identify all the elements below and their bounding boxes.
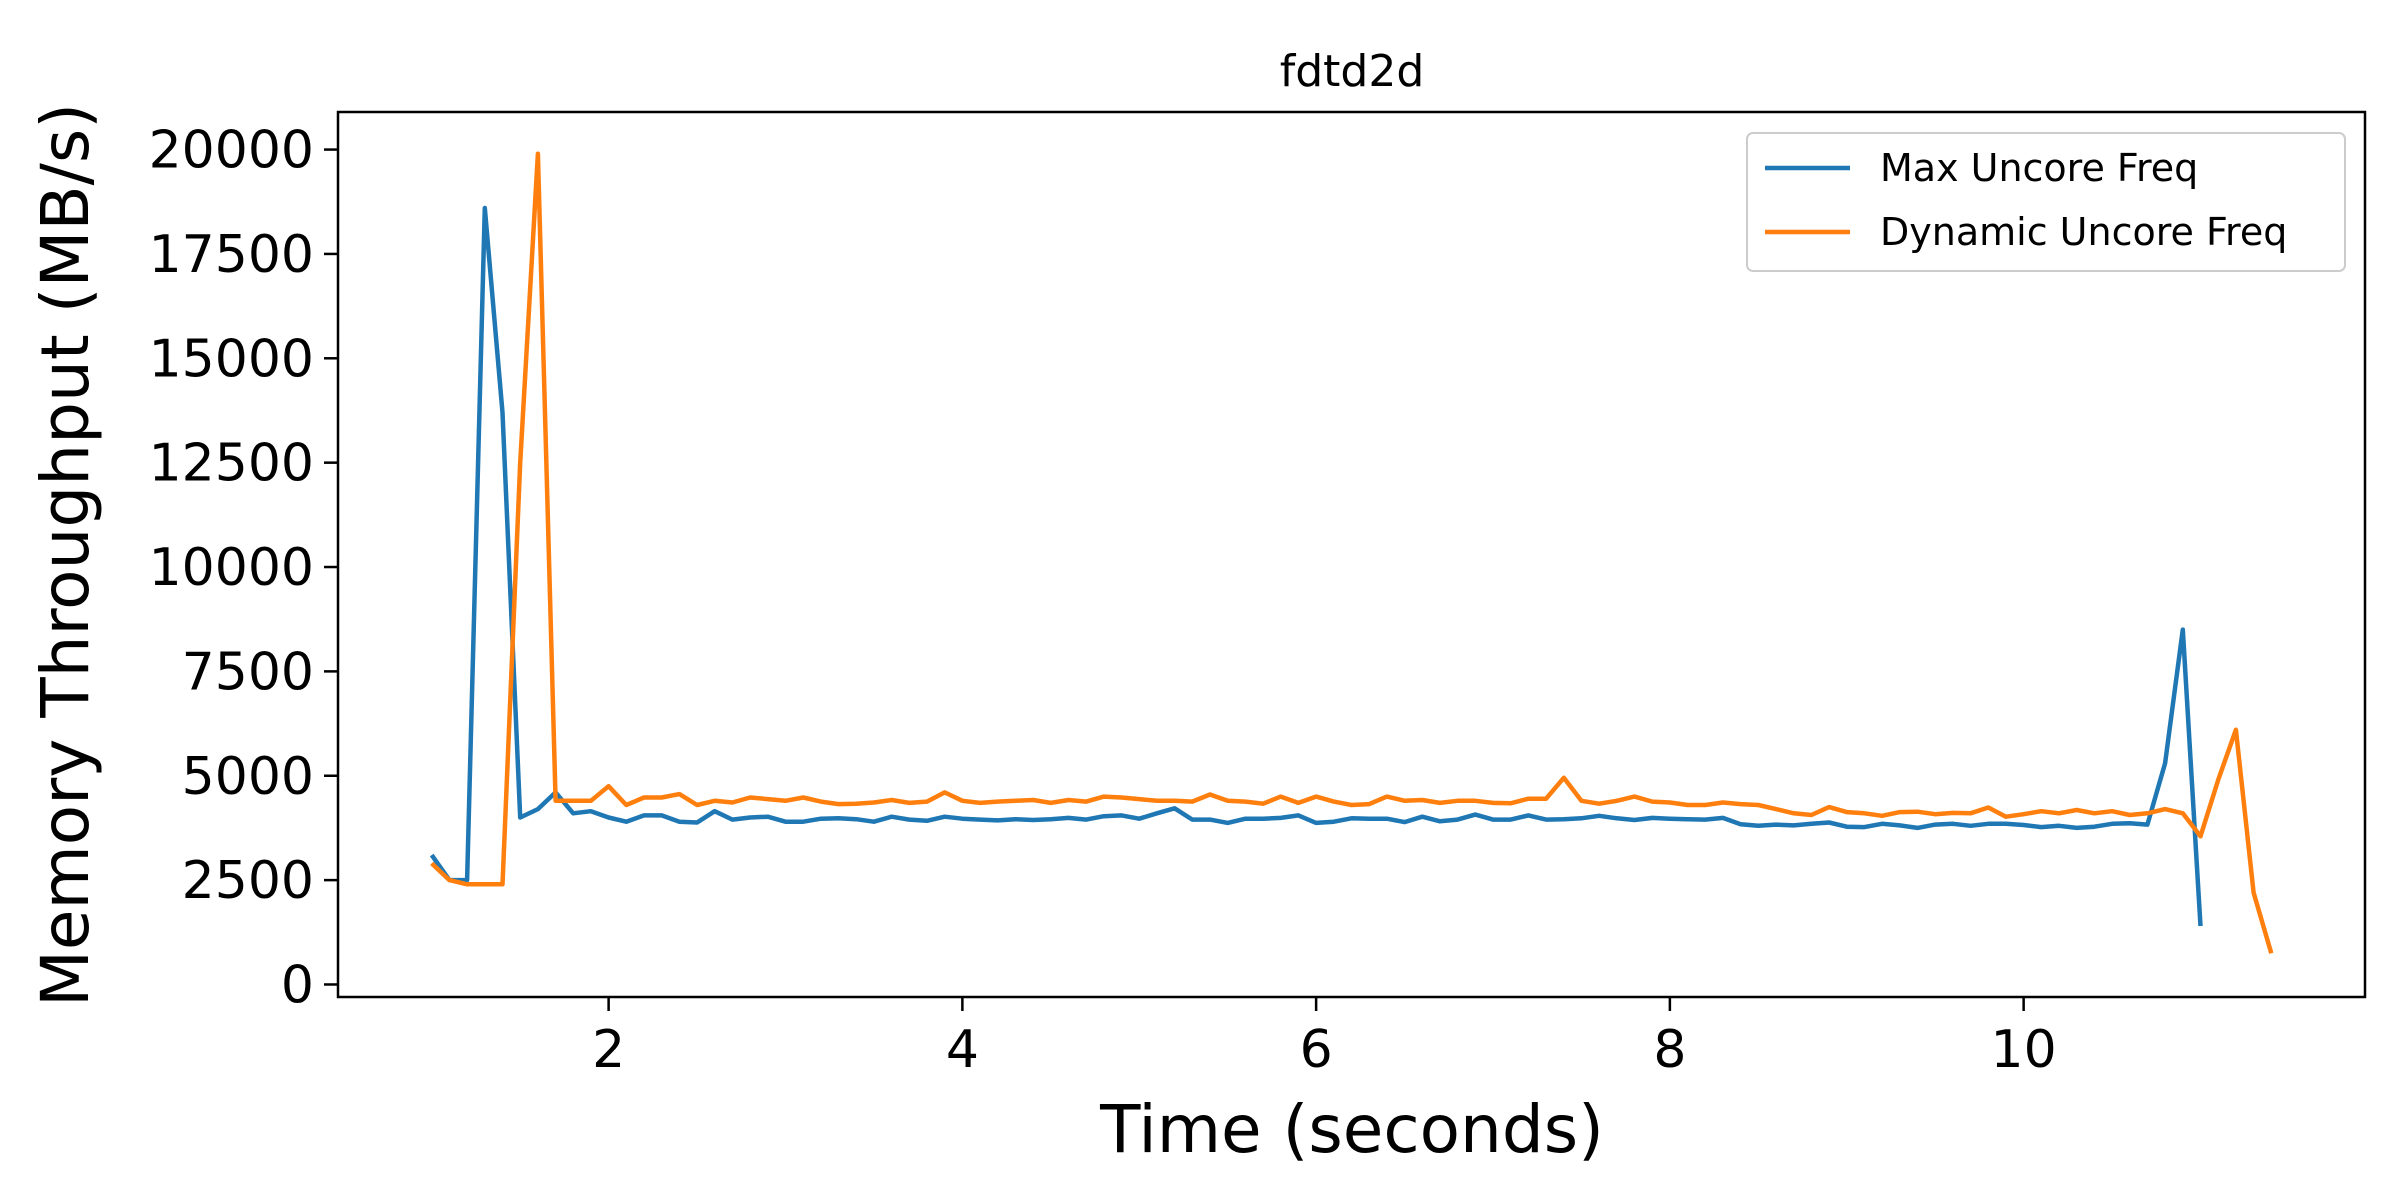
legend-label-dynamic-uncore: Dynamic Uncore Freq: [1880, 210, 2287, 254]
y-axis-label: Memory Throughput (MB/s): [27, 103, 104, 1007]
x-tick-label: 10: [1991, 1020, 2057, 1080]
y-tick-label: 5000: [182, 747, 314, 807]
legend-label-max-uncore: Max Uncore Freq: [1880, 146, 2198, 190]
x-axis: 2 4 6 8 10: [592, 997, 2057, 1080]
y-tick-label: 7500: [182, 642, 314, 702]
series-line-0: [429, 205, 2203, 927]
chart-title: fdtd2d: [1280, 46, 1425, 97]
y-tick-label: 20000: [149, 121, 314, 181]
x-axis-label: Time (seconds): [1099, 1091, 1604, 1168]
plot-frame: [336, 110, 2367, 999]
y-tick-label: 2500: [182, 851, 314, 911]
legend-box: [1746, 132, 2346, 272]
y-tick-label: 0: [281, 955, 314, 1015]
y-tick-label: 17500: [149, 225, 314, 285]
y-tick-label: 15000: [149, 329, 314, 389]
x-tick-label: 4: [946, 1020, 979, 1080]
legend: Max Uncore Freq Dynamic Uncore Freq: [1746, 132, 2346, 272]
series-line-1: [430, 151, 2274, 954]
x-tick-label: 6: [1300, 1020, 1333, 1080]
y-tick-label: 12500: [149, 434, 314, 494]
x-tick-label: 2: [592, 1020, 625, 1080]
y-axis: 0 2500 5000 7500 10000 12500 15000 17500 20000: [149, 121, 338, 1015]
y-tick-label: 10000: [149, 538, 314, 598]
x-tick-label: 8: [1653, 1020, 1686, 1080]
series-layer: [429, 151, 2274, 954]
